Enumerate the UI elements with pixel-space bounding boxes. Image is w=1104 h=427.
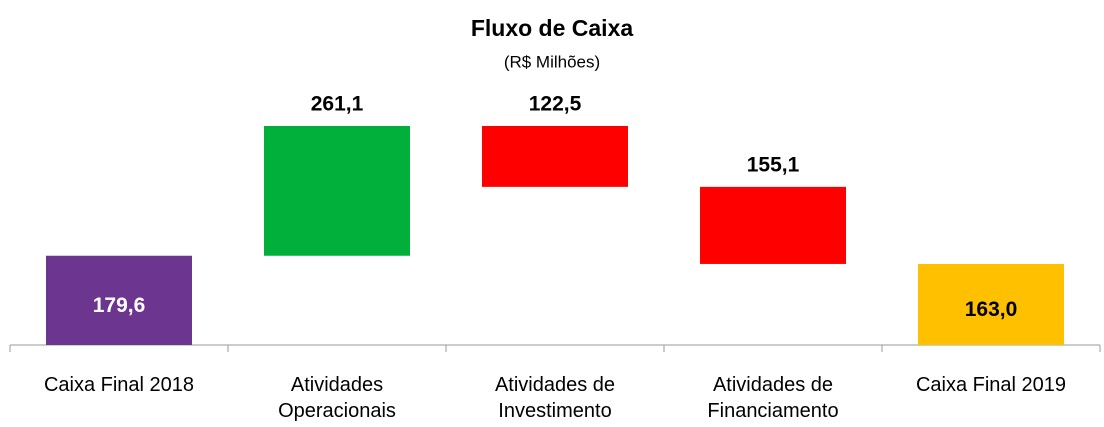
bar xyxy=(700,186,846,264)
bar xyxy=(918,263,1064,345)
x-tick-label: Atividades de Financiamento xyxy=(707,374,839,422)
value-label: 163,0 xyxy=(965,298,1018,321)
x-tick-label: Caixa Final 2019 xyxy=(915,374,1067,396)
chart-title: Fluxo de Caixa xyxy=(471,15,634,41)
bar xyxy=(482,126,628,187)
value-label: 261,1 xyxy=(311,93,364,116)
value-label: 179,6 xyxy=(93,294,146,317)
value-label: 122,5 xyxy=(529,93,582,116)
x-tick-label: Atividades Operacionais xyxy=(278,374,396,422)
bar xyxy=(264,126,410,256)
bar xyxy=(46,255,192,345)
chart-subtitle: (R$ Milhões) xyxy=(504,52,600,71)
x-tick-label: Caixa Final 2018 xyxy=(43,374,195,396)
value-label: 155,1 xyxy=(747,153,800,176)
x-tick-label: Atividades de Investimento xyxy=(494,374,616,422)
